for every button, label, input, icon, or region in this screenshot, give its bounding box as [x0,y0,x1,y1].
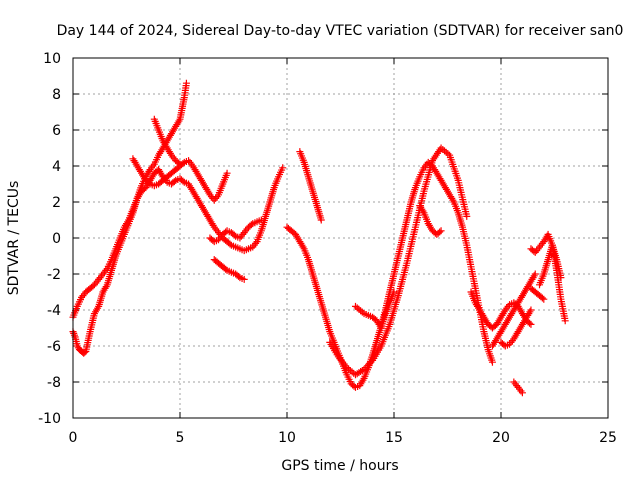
data-point [81,348,89,356]
data-point [223,169,231,177]
series-segment-18 [527,284,548,303]
y-tick-label: 6 [52,123,61,139]
series-segment-11 [416,202,445,238]
x-tick-label: 15 [385,430,403,446]
x-tick-label: 5 [176,430,185,446]
data-point [247,221,255,229]
data-point [70,331,78,339]
data-points [69,79,569,397]
data-point [317,216,325,224]
data-point [390,288,398,296]
series-segment-17 [536,241,569,325]
x-tick-label: 25 [599,430,617,446]
data-point [222,265,230,273]
y-tick-label: -8 [47,375,61,391]
data-point [444,150,452,158]
data-point [175,159,183,167]
data-point [436,228,444,236]
data-point [176,160,184,168]
data-point [540,295,548,303]
series-segment-15 [510,378,526,397]
data-point [531,270,539,278]
series-segment-10 [351,288,398,332]
data-point [527,306,535,314]
y-tick-label: 0 [52,231,61,247]
y-tick-label: -6 [47,339,61,355]
series-segment-7 [283,158,496,391]
data-point [182,79,190,87]
data-point [234,272,242,280]
y-tick-label: -4 [47,303,61,319]
data-point [463,212,471,220]
x-tick-label: 0 [69,430,78,446]
data-point [226,240,234,248]
series-segment-5 [210,256,248,283]
x-axis-title: GPS time / hours [281,458,398,474]
y-tick-label: -2 [47,267,61,283]
chart-title: Day 144 of 2024, Sidereal Day-to-day VTE… [57,23,624,39]
data-point [230,231,238,239]
series-segment-6 [206,216,265,246]
y-axis-title: SDTVAR / TECUs [6,181,22,296]
data-point [358,308,366,316]
series-segment-4 [150,115,184,168]
series-segment-13 [488,270,539,350]
y-tick-label: 8 [52,87,61,103]
x-tick-label: 10 [278,430,296,446]
data-point [538,294,546,302]
series-segment-1 [69,164,287,357]
x-tick-label: 20 [492,430,510,446]
data-point [257,216,265,224]
data-point [279,164,287,172]
plot-frame [72,57,609,419]
data-point [437,227,445,235]
data-point [526,319,534,327]
series-segment-14 [497,306,535,350]
series-segment-2 [69,79,190,321]
y-tick-label: 2 [52,195,61,211]
data-point [488,358,496,366]
series-segment-3 [129,155,231,204]
data-point [240,275,248,283]
y-tick-label: 10 [43,51,61,67]
data-point [518,389,526,397]
y-tick-labels: -10 -8 -6 -4 -2 0 2 4 6 8 10 [38,51,61,427]
data-point [145,179,153,187]
data-point [170,178,178,186]
data-point [527,320,535,328]
y-tick-label: -10 [38,411,61,427]
series-segment-8 [296,148,325,224]
y-tick-label: 4 [52,159,61,175]
x-tick-labels: 0 5 10 15 20 25 [69,430,617,446]
data-point [179,177,187,185]
data-point [561,317,569,325]
